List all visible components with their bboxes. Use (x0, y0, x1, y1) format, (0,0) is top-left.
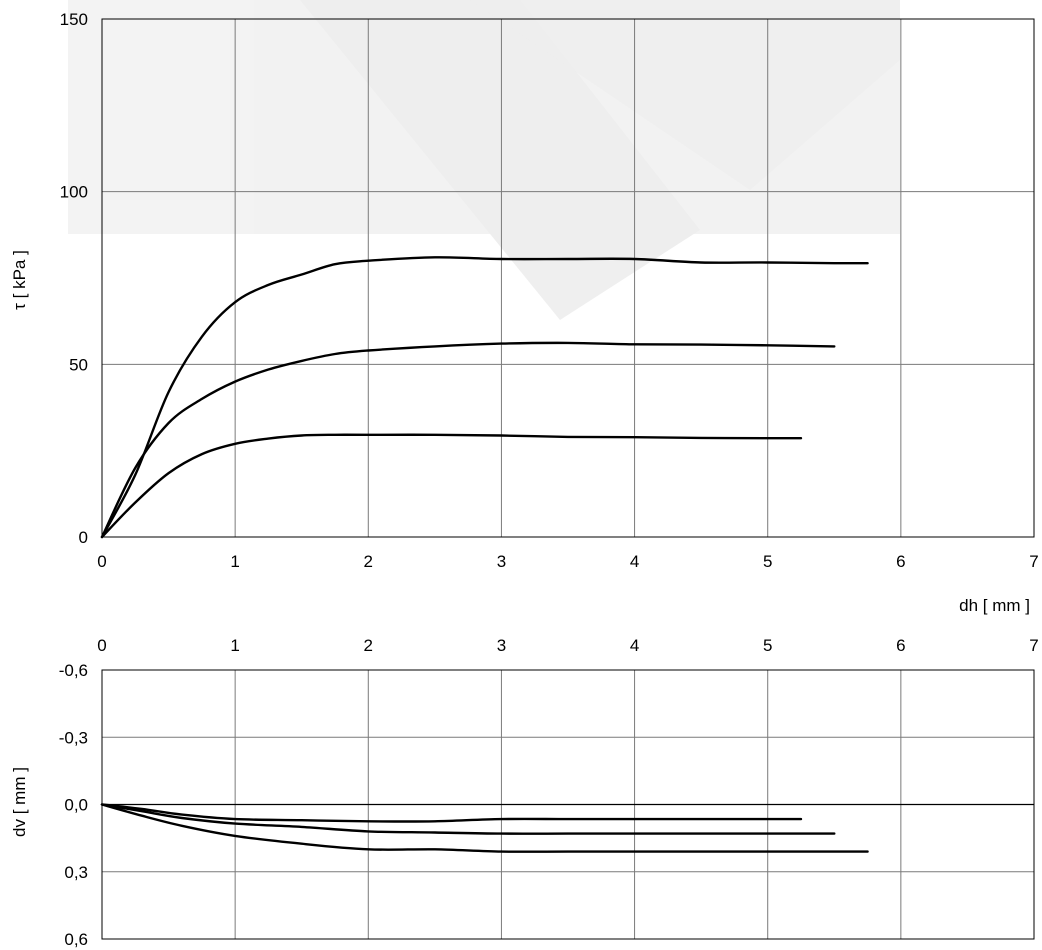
bottom-series-line-3 (100, 803, 869, 853)
top-grid (102, 19, 1034, 537)
bottom-y-tick-label: 0,6 (64, 930, 88, 949)
vertical-displacement-chart: 0 1 2 3 4 5 6 7 -0,6 -0,3 0,0 0,3 0,6 dv [ mm ] (10, 636, 1039, 949)
top-plot-frame (101, 18, 1035, 538)
top-x-tick-label: 3 (497, 552, 506, 571)
top-series (100, 256, 869, 539)
top-x-tick-labels: 0 1 2 3 4 5 6 7 (97, 552, 1038, 571)
bottom-x-tick-label: 0 (97, 636, 106, 655)
bottom-x-tick-label: 2 (364, 636, 373, 655)
bottom-y-tick-label: -0,3 (59, 728, 88, 747)
bottom-series (100, 803, 869, 853)
bottom-x-tick-label: 4 (630, 636, 639, 655)
bottom-y-tick-labels: -0,6 -0,3 0,0 0,3 0,6 (59, 661, 88, 949)
bottom-y-tick-label: 0,0 (64, 796, 88, 815)
top-x-tick-label: 5 (763, 552, 772, 571)
bottom-y-axis-title: dv [ mm ] (10, 767, 29, 837)
bottom-x-tick-label: 1 (230, 636, 239, 655)
bottom-y-tick-label: -0,6 (59, 661, 88, 680)
top-x-tick-label: 0 (97, 552, 106, 571)
top-x-tick-label: 2 (364, 552, 373, 571)
bottom-x-tick-label: 7 (1029, 636, 1038, 655)
bottom-series-line-2 (100, 803, 836, 835)
bottom-x-tick-label: 3 (497, 636, 506, 655)
top-y-tick-label: 0 (79, 528, 88, 547)
bottom-grid (102, 670, 1034, 939)
bottom-x-tick-label: 6 (896, 636, 905, 655)
top-y-tick-label: 50 (69, 355, 88, 374)
shear-stress-chart: 0 1 2 3 4 5 6 7 0 50 100 150 dh [ mm ] τ [ kPa ] (10, 10, 1039, 615)
top-x-tick-label: 4 (630, 552, 639, 571)
top-y-tick-label: 100 (60, 183, 88, 202)
watermark (68, 0, 900, 320)
top-y-tick-label: 150 (60, 10, 88, 29)
top-series-line-3 (100, 433, 803, 539)
bottom-series-line-1 (100, 803, 803, 823)
top-x-axis-title: dh [ mm ] (959, 596, 1030, 615)
bottom-x-tick-label: 5 (763, 636, 772, 655)
bottom-x-tick-labels: 0 1 2 3 4 5 6 7 (97, 636, 1038, 655)
top-series-line-1 (100, 256, 869, 539)
top-x-tick-label: 6 (896, 552, 905, 571)
top-x-tick-label: 1 (230, 552, 239, 571)
bottom-y-tick-label: 0,3 (64, 863, 88, 882)
top-y-tick-labels: 0 50 100 150 (60, 10, 88, 547)
top-y-axis-title: τ [ kPa ] (10, 250, 29, 310)
top-series-line-2 (100, 341, 836, 539)
top-x-tick-label: 7 (1029, 552, 1038, 571)
